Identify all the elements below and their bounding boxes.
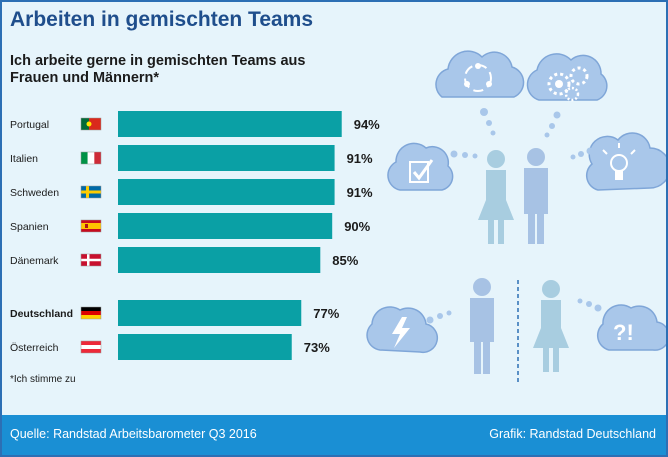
category-label: Österreich [10, 342, 59, 354]
value-label: 77% [313, 306, 339, 321]
bar [118, 213, 333, 239]
credit-text: Grafik: Randstad Deutschland [489, 427, 656, 441]
bar [118, 300, 302, 326]
question-cloud-icon: ?! [577, 298, 666, 351]
value-label: 85% [332, 253, 358, 268]
bars-layer: Portugal 94% Italien 91% Schweden 91% Spanien 9… [10, 111, 380, 360]
flag-portugal-icon [80, 117, 102, 131]
bar [118, 334, 292, 360]
illustration: ?! [366, 50, 666, 384]
flag-sweden-icon [80, 185, 102, 199]
team-cycle-cloud-icon [435, 50, 525, 136]
category-label: Italien [10, 153, 38, 165]
bar [118, 179, 335, 205]
flag-spain-icon [80, 219, 102, 233]
category-label: Spanien [10, 221, 49, 233]
chart-subtitle: Ich arbeite gerne in gemischten Teams au… [10, 53, 306, 86]
man-figure-icon [470, 278, 494, 374]
flag-germany-icon [80, 306, 102, 320]
lightning-cloud-icon [366, 306, 452, 354]
footer-bar: Quelle: Randstad Arbeitsbarometer Q3 201… [2, 415, 666, 455]
value-label: 90% [344, 219, 370, 234]
checklist-cloud-icon [387, 142, 478, 191]
bar [118, 111, 342, 137]
page-title: Arbeiten in gemischten Teams [10, 8, 314, 31]
flag-austria-icon [80, 340, 102, 354]
flag-denmark-icon [80, 253, 102, 267]
svg-text:?!: ?! [613, 320, 634, 345]
man-figure-icon [524, 148, 548, 244]
value-label: 91% [347, 151, 373, 166]
category-label: Dänemark [10, 255, 59, 267]
category-label: Portugal [10, 119, 49, 131]
gears-cloud-icon [526, 53, 608, 138]
bar [118, 247, 321, 273]
value-label: 73% [304, 340, 330, 355]
lightbulb-cloud-icon [570, 132, 666, 191]
source-text: Quelle: Randstad Arbeitsbarometer Q3 201… [10, 427, 257, 441]
value-label: 91% [347, 185, 373, 200]
flag-italy-icon [80, 151, 102, 165]
category-label: Schweden [10, 187, 59, 199]
value-label: 94% [354, 117, 380, 132]
woman-figure-icon [478, 150, 514, 244]
chart-footnote: *Ich stimme zu [10, 374, 76, 385]
woman-figure-icon [533, 280, 569, 372]
bar [118, 145, 335, 171]
category-label: Deutschland [10, 308, 73, 320]
